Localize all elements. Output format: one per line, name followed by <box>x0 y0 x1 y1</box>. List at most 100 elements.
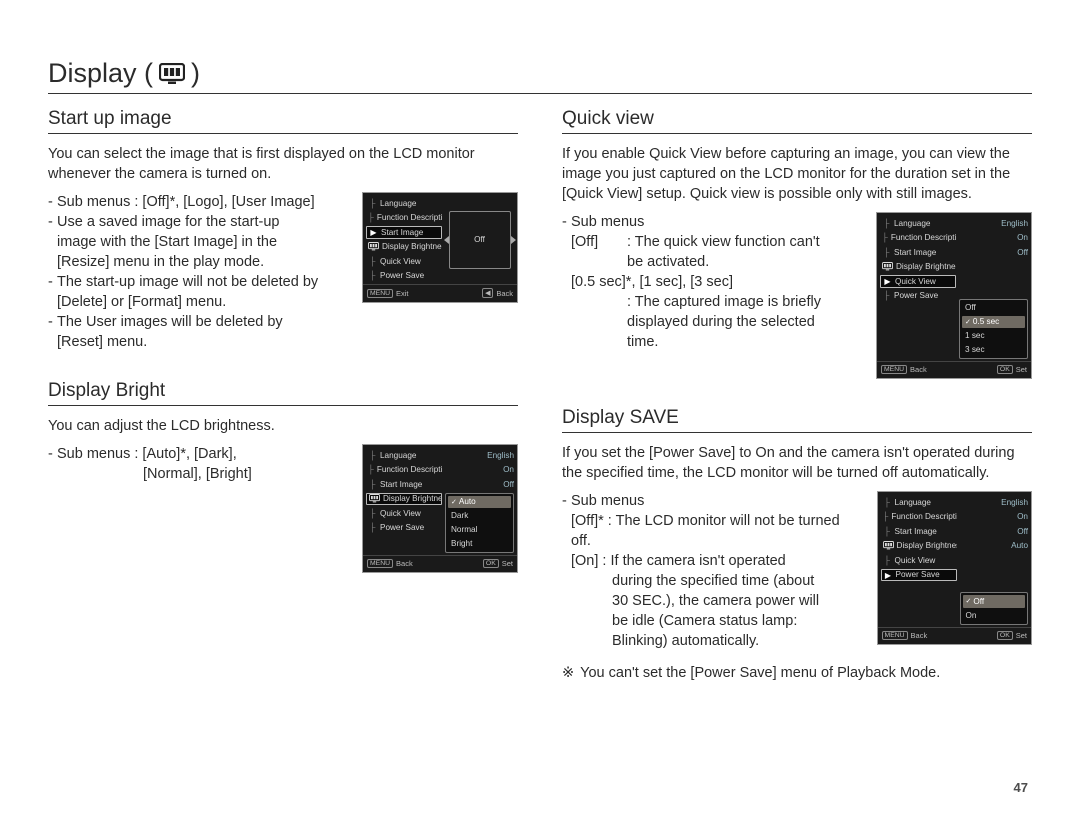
display-icon <box>882 262 893 271</box>
menu-item: Display Brightness <box>880 261 956 274</box>
menu-item: ├Power Save <box>880 290 956 303</box>
menu-item: ├Start Image <box>880 246 956 259</box>
menu-item: Display Brightness <box>366 241 442 254</box>
option-item: ✓0.5 sec <box>962 316 1025 329</box>
quick-heading: Quick view <box>562 108 1032 134</box>
check-icon: ✓ <box>451 498 457 506</box>
tree-branch-icon: ├ <box>882 291 891 300</box>
menu-value: English <box>445 449 514 462</box>
tree-branch-icon: ▶ <box>369 227 378 237</box>
menu-item: ├Quick View <box>366 507 442 520</box>
tree-branch-icon: ├ <box>882 219 891 228</box>
screenshot-footer: MENUBackOKSet <box>363 555 517 572</box>
save-bullets: -Sub menus [Off]* : The LCD monitor will… <box>562 491 863 651</box>
tree-branch-icon: ├ <box>883 512 889 521</box>
menu-item: ├Quick View <box>881 554 957 567</box>
menu-item: ├Language <box>880 217 956 230</box>
menu-item: Display Brightness <box>881 540 957 553</box>
menu-item: ├Function Description <box>366 212 442 225</box>
menu-item: ├Start Image <box>366 478 442 491</box>
startup-heading: Start up image <box>48 108 518 134</box>
section-startup: Start up image You can select the image … <box>48 108 518 352</box>
option-panel: ✓AutoDarkNormalBright <box>445 493 514 554</box>
menu-value: English <box>959 217 1028 230</box>
section-bright: Display Bright You can adjust the LCD br… <box>48 380 518 573</box>
option-panel: Off✓0.5 sec1 sec3 sec <box>959 299 1028 360</box>
note-mark-icon: ※ <box>562 665 574 681</box>
tree-branch-icon: ├ <box>368 480 377 489</box>
option-item: 3 sec <box>962 344 1025 357</box>
option-item: Bright <box>448 538 511 551</box>
check-icon: ✓ <box>966 597 972 605</box>
section-quickview: Quick view If you enable Quick View befo… <box>562 108 1032 379</box>
footer-right-button-icon: OK <box>997 365 1013 374</box>
title-prefix: Display ( <box>48 58 153 89</box>
option-item: ✓Auto <box>448 496 511 509</box>
option-panel: ✓OffOn <box>960 592 1028 625</box>
tree-branch-icon: ├ <box>883 498 892 507</box>
save-screenshot: ├Language ├Function Description├Start Ima… <box>877 491 1032 645</box>
menu-value: On <box>445 464 514 477</box>
tree-branch-icon: ├ <box>368 257 377 266</box>
menu-item: ├Language <box>366 197 442 210</box>
tree-branch-icon: ├ <box>368 213 374 222</box>
menu-item: ├Language <box>881 496 957 509</box>
page-number: 47 <box>1014 780 1028 795</box>
menu-item: ▶Quick View <box>880 275 956 288</box>
footer-left-button-icon: MENU <box>882 631 908 640</box>
option-item: Normal <box>448 524 511 537</box>
startup-bullets: -Sub menus : [Off]*, [Logo], [User Image… <box>48 192 348 352</box>
menu-item: ├Function Description <box>366 464 442 477</box>
menu-value: Off <box>960 525 1028 538</box>
quick-intro: If you enable Quick View before capturin… <box>562 144 1032 204</box>
tree-branch-icon: ├ <box>882 248 891 257</box>
display-icon <box>368 242 379 251</box>
footer-left-button-icon: MENU <box>367 559 393 568</box>
menu-item: ├Function Description <box>880 232 956 245</box>
quick-bullets: -Sub menus [Off]: The quick view functio… <box>562 212 862 352</box>
tree-branch-icon: ├ <box>883 527 892 536</box>
bright-intro: You can adjust the LCD brightness. <box>48 416 518 436</box>
menu-value: On <box>960 511 1028 524</box>
footer-right-button-icon: OK <box>997 631 1013 640</box>
menu-value: Off <box>445 478 514 491</box>
menu-item: ├Function Description <box>881 511 957 524</box>
menu-value: Off <box>959 246 1028 259</box>
menu-item: Display Brightness <box>366 493 442 506</box>
footer-right-button-icon: ◀ <box>482 288 493 298</box>
option-item: ✓Off <box>963 595 1025 608</box>
menu-value: Auto <box>960 540 1028 553</box>
menu-item: ├Start Image <box>881 525 957 538</box>
menu-item: ├Language <box>366 449 442 462</box>
save-note: ※ You can't set the [Power Save] menu of… <box>562 665 1032 681</box>
tree-branch-icon: ├ <box>368 199 377 208</box>
menu-item: ▶Power Save <box>881 569 957 582</box>
save-heading: Display SAVE <box>562 407 1032 433</box>
option-item: On <box>963 609 1025 622</box>
tree-branch-icon: ├ <box>368 523 377 532</box>
display-icon <box>159 63 185 85</box>
menu-item: ├Power Save <box>366 522 442 535</box>
footer-right-button-icon: OK <box>483 559 499 568</box>
bright-heading: Display Bright <box>48 380 518 406</box>
menu-item: ├Power Save <box>366 270 442 283</box>
display-icon <box>883 541 894 550</box>
preview-frame: Off <box>449 211 511 269</box>
footer-left-button-icon: MENU <box>367 289 393 298</box>
footer-left-button-icon: MENU <box>881 365 907 374</box>
screenshot-footer: MENUExit◀Back <box>363 284 517 302</box>
option-item: Dark <box>448 510 511 523</box>
tree-branch-icon: ├ <box>368 509 377 518</box>
menu-value: English <box>960 496 1028 509</box>
display-icon <box>369 494 380 503</box>
menu-item: ├Quick View <box>366 255 442 268</box>
startup-intro: You can select the image that is first d… <box>48 144 518 184</box>
tree-branch-icon: ▶ <box>884 570 893 580</box>
tree-branch-icon: ├ <box>368 451 377 460</box>
option-item: 1 sec <box>962 330 1025 343</box>
tree-branch-icon: ├ <box>882 233 888 242</box>
check-icon: ✓ <box>965 318 971 326</box>
startup-screenshot: ├Language ├Function Description▶Start Ima… <box>362 192 518 303</box>
menu-item: ▶Start Image <box>366 226 442 239</box>
save-intro: If you set the [Power Save] to On and th… <box>562 443 1032 483</box>
